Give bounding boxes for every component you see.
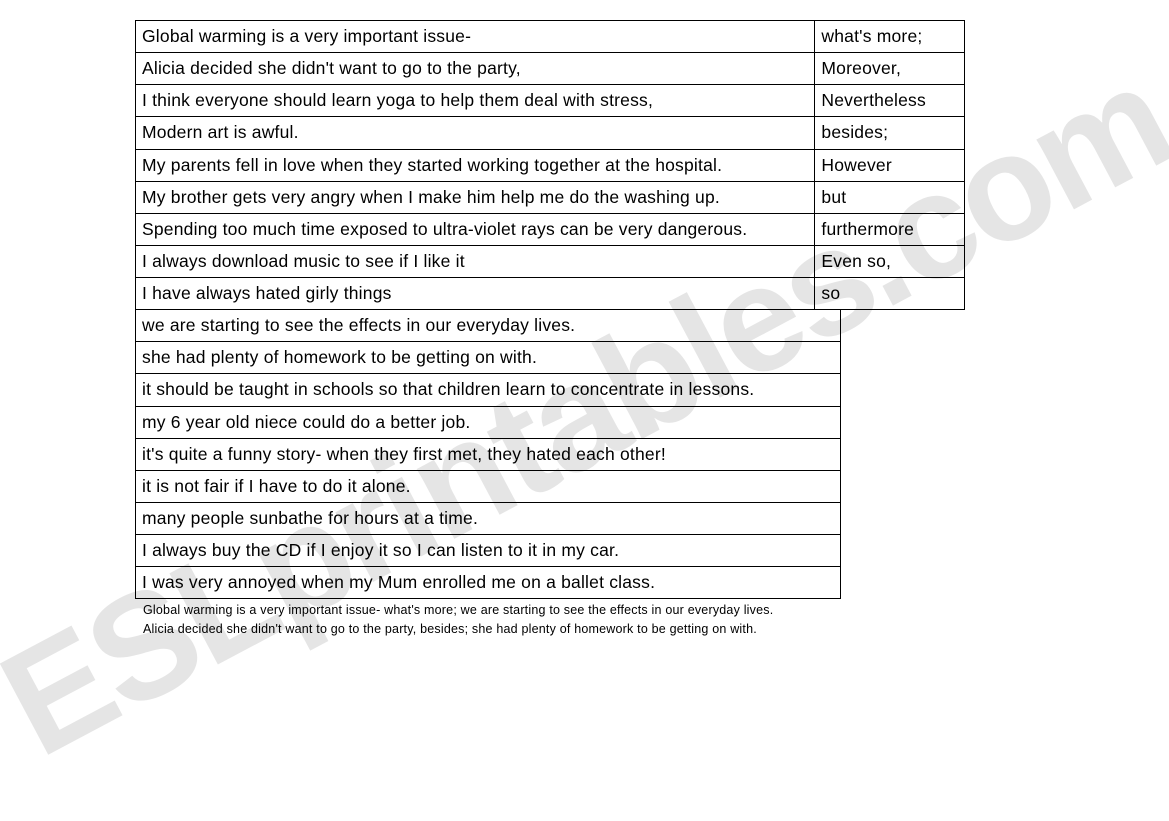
connector-cell: so: [815, 278, 965, 310]
connector-cell: Nevertheless: [815, 85, 965, 117]
document-page: Global warming is a very important issue…: [135, 20, 965, 640]
sentence-end-cell: we are starting to see the effects in ou…: [136, 310, 841, 342]
connector-cell: besides;: [815, 117, 965, 149]
pairs-table: Global warming is a very important issue…: [135, 20, 965, 310]
answer-line: Global warming is a very important issue…: [135, 601, 965, 619]
connector-cell: Even so,: [815, 245, 965, 277]
table-row: my 6 year old niece could do a better jo…: [136, 406, 841, 438]
answers-block: Global warming is a very important issue…: [135, 601, 965, 638]
table-row: we are starting to see the effects in ou…: [136, 310, 841, 342]
table-row: she had plenty of homework to be getting…: [136, 342, 841, 374]
sentence-start-cell: I have always hated girly things: [136, 278, 815, 310]
sentence-start-cell: My brother gets very angry when I make h…: [136, 181, 815, 213]
connector-cell: Moreover,: [815, 53, 965, 85]
sentence-end-cell: I was very annoyed when my Mum enrolled …: [136, 567, 841, 599]
sentence-start-cell: My parents fell in love when they starte…: [136, 149, 815, 181]
connector-cell: what's more;: [815, 21, 965, 53]
connector-cell: furthermore: [815, 213, 965, 245]
sentence-end-cell: many people sunbathe for hours at a time…: [136, 502, 841, 534]
sentence-end-cell: it's quite a funny story- when they firs…: [136, 438, 841, 470]
sentence-start-cell: Alicia decided she didn't want to go to …: [136, 53, 815, 85]
table-row: I think everyone should learn yoga to he…: [136, 85, 965, 117]
table-row: Alicia decided she didn't want to go to …: [136, 53, 965, 85]
table-row: it's quite a funny story- when they firs…: [136, 438, 841, 470]
table-row: many people sunbathe for hours at a time…: [136, 502, 841, 534]
table-row: I have always hated girly thingsso: [136, 278, 965, 310]
answer-line: Alicia decided she didn't want to go to …: [135, 620, 965, 638]
table-row: I was very annoyed when my Mum enrolled …: [136, 567, 841, 599]
table-row: it is not fair if I have to do it alone.: [136, 470, 841, 502]
sentence-end-cell: I always buy the CD if I enjoy it so I c…: [136, 535, 841, 567]
table-row: Modern art is awful.besides;: [136, 117, 965, 149]
connector-cell: but: [815, 181, 965, 213]
sentence-end-cell: it should be taught in schools so that c…: [136, 374, 841, 406]
table-row: Spending too much time exposed to ultra-…: [136, 213, 965, 245]
sentence-start-cell: Global warming is a very important issue…: [136, 21, 815, 53]
sentence-start-cell: I always download music to see if I like…: [136, 245, 815, 277]
table-row: I always download music to see if I like…: [136, 245, 965, 277]
sentence-start-cell: Spending too much time exposed to ultra-…: [136, 213, 815, 245]
table-row: I always buy the CD if I enjoy it so I c…: [136, 535, 841, 567]
connector-cell: However: [815, 149, 965, 181]
sentence-end-cell: my 6 year old niece could do a better jo…: [136, 406, 841, 438]
continuations-table: we are starting to see the effects in ou…: [135, 310, 841, 599]
sentence-start-cell: I think everyone should learn yoga to he…: [136, 85, 815, 117]
sentence-end-cell: she had plenty of homework to be getting…: [136, 342, 841, 374]
table-row: Global warming is a very important issue…: [136, 21, 965, 53]
table-row: My parents fell in love when they starte…: [136, 149, 965, 181]
sentence-end-cell: it is not fair if I have to do it alone.: [136, 470, 841, 502]
table-row: it should be taught in schools so that c…: [136, 374, 841, 406]
sentence-start-cell: Modern art is awful.: [136, 117, 815, 149]
table-row: My brother gets very angry when I make h…: [136, 181, 965, 213]
